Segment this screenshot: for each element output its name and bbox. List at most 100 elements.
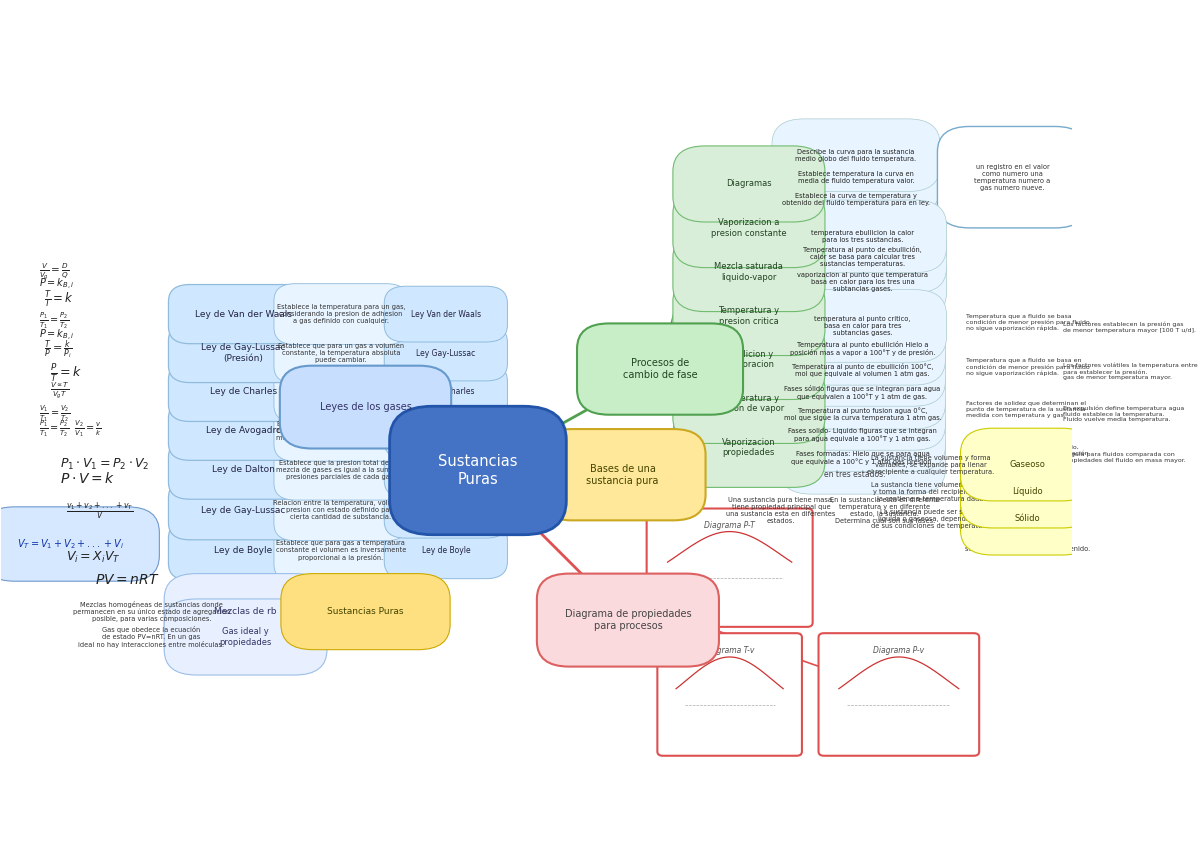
- FancyBboxPatch shape: [673, 320, 824, 399]
- Text: $\frac{T}{P} = \frac{k}{P_i}$: $\frac{T}{P} = \frac{k}{P_i}$: [44, 338, 72, 361]
- Text: Ley de Gay-Lussac: Ley de Gay-Lussac: [202, 505, 286, 515]
- Text: Ley de Avogadro: Ley de Avogadro: [205, 427, 281, 435]
- Text: Líquido: Líquido: [1012, 487, 1043, 496]
- FancyBboxPatch shape: [274, 521, 408, 581]
- Text: Diagrama T-v: Diagrama T-v: [704, 646, 755, 655]
- Text: Sustancias
Puras: Sustancias Puras: [438, 455, 517, 487]
- FancyBboxPatch shape: [647, 509, 812, 627]
- Text: $P = k_{B,i}$: $P = k_{B,i}$: [38, 327, 74, 343]
- FancyBboxPatch shape: [274, 322, 408, 383]
- Text: Establece que la presion total de una
mezcla de gases es igual a la suma de
pres: Establece que la presion total de una me…: [276, 460, 406, 480]
- Text: temperatura al punto critico,
basa en calor para tres
subtancias gases.: temperatura al punto critico, basa en ca…: [815, 316, 911, 336]
- Text: $\frac{V}{V_g} = \frac{D}{Q}$: $\frac{V}{V_g} = \frac{D}{Q}$: [38, 261, 70, 282]
- FancyBboxPatch shape: [673, 232, 824, 311]
- FancyBboxPatch shape: [168, 323, 318, 382]
- Text: Ley de Charles: Ley de Charles: [210, 388, 277, 396]
- Text: $V_i = X_i V_T$: $V_i = X_i V_T$: [66, 550, 120, 565]
- FancyBboxPatch shape: [536, 573, 719, 667]
- FancyBboxPatch shape: [384, 483, 508, 538]
- FancyBboxPatch shape: [280, 365, 451, 449]
- FancyBboxPatch shape: [540, 429, 706, 521]
- Text: Establece la temperatura para un gas,
considerando la presion de adhesion
a gas : Establece la temperatura para un gas, co…: [276, 304, 406, 324]
- Text: $P_1 \cdot V_1 = P_2 \cdot V_2$: $P_1 \cdot V_1 = P_2 \cdot V_2$: [60, 457, 150, 472]
- FancyBboxPatch shape: [168, 285, 318, 343]
- Text: Una sustancia puede ser
liquido en gas en masa o
solida la proporcional a su con: Una sustancia puede ser liquido en gas e…: [965, 533, 1090, 552]
- Text: Gaseoso: Gaseoso: [1009, 460, 1045, 469]
- Text: Establece que para un gas a volumen
constante, la temperatura absoluta
puede cam: Establece que para un gas a volumen cons…: [278, 343, 404, 363]
- FancyBboxPatch shape: [168, 522, 318, 580]
- Text: $P \cdot V = k$: $P \cdot V = k$: [60, 471, 115, 487]
- FancyBboxPatch shape: [780, 421, 946, 494]
- FancyBboxPatch shape: [780, 333, 946, 406]
- FancyBboxPatch shape: [673, 408, 824, 488]
- Text: Gas que obedece la ecuación
de estado PV=nRT. En un gas
ideal no hay interaccion: Gas que obedece la ecuación de estado PV…: [78, 626, 224, 648]
- Text: Procesos de
cambio de fase: Procesos de cambio de fase: [623, 358, 697, 380]
- FancyBboxPatch shape: [577, 323, 743, 415]
- Text: Mezclas de rb: Mezclas de rb: [215, 607, 277, 616]
- FancyBboxPatch shape: [168, 440, 318, 499]
- Text: un registro en el valor
como numero una
temperatura numero a
gas numero nueve.: un registro en el valor como numero una …: [974, 164, 1050, 191]
- FancyBboxPatch shape: [274, 400, 408, 461]
- Text: Factores de solidez que determinan el
punto de temperatura de la sustancia
medid: Factores de solidez que determinan el pu…: [966, 401, 1086, 418]
- Text: $V_T = V_1 + V_2 + ... + V_i$: $V_T = V_1 + V_2 + ... + V_i$: [18, 537, 125, 551]
- Text: Fases solido- Liquido figuras que se integran
para agua equivale a 100°T y 1 atm: Fases solido- Liquido figuras que se int…: [788, 428, 937, 442]
- FancyBboxPatch shape: [168, 362, 318, 421]
- Text: Ley Gay-Lussac: Ley Gay-Lussac: [416, 349, 475, 358]
- Text: Fases formadas: Hielo que se para agua
que equivale a 100°C y 1 atm gas presión.: Fases formadas: Hielo que se para agua q…: [791, 450, 934, 465]
- Text: Ley de Charles: Ley de Charles: [418, 388, 474, 396]
- Text: $\frac{P_1}{T_1} = \frac{P_2}{T_2}$: $\frac{P_1}{T_1} = \frac{P_2}{T_2}$: [38, 310, 68, 332]
- Text: Ley de Van der Waals: Ley de Van der Waals: [194, 310, 292, 319]
- Text: Sólido: Sólido: [1014, 514, 1040, 523]
- Text: En la sustancia esta en diferente
temperatura y en diferente
estado, la sustanci: En la sustancia esta en diferente temper…: [830, 497, 940, 524]
- Text: Establece que para un gas a presion y
temperatura constante la cantidad de
molec: Establece que para un gas a presion y te…: [276, 421, 406, 441]
- FancyBboxPatch shape: [0, 507, 160, 581]
- FancyBboxPatch shape: [673, 276, 824, 355]
- Text: Una sustancia pura tiene masa,
tiene propiedad principal que
una sustancia esta : Una sustancia pura tiene masa, tiene pro…: [726, 497, 835, 524]
- Text: Ley de Boyle: Ley de Boyle: [215, 546, 272, 555]
- Text: Establece temperatura la curva en
media de fluido temperatura valor.: Establece temperatura la curva en media …: [798, 170, 914, 184]
- FancyBboxPatch shape: [384, 325, 508, 381]
- Text: $\frac{T}{T} = k$: $\frac{T}{T} = k$: [44, 288, 74, 310]
- FancyBboxPatch shape: [772, 163, 940, 236]
- FancyBboxPatch shape: [779, 220, 947, 293]
- Text: Temperatura al punto de ebullición,
calor se basa para calcular tres
sustancias : Temperatura al punto de ebullición, calo…: [803, 246, 922, 267]
- Text: La sustancia tiene volumen variable
y toma la forma del recipiente que
la contie: La sustancia tiene volumen variable y to…: [870, 482, 991, 502]
- Text: vaporizacion al punto que temperatura
basa en calor para los tres una
subtancias: vaporizacion al punto que temperatura ba…: [797, 272, 928, 292]
- FancyBboxPatch shape: [779, 246, 947, 318]
- Text: Diagramas: Diagramas: [726, 180, 772, 188]
- Text: Temperatura que a fluido se basa
condición de menor presión para fluido
no sigue: Temperatura que a fluido se basa condici…: [966, 314, 1090, 332]
- Text: Diagrama de propiedades
para procesos: Diagrama de propiedades para procesos: [564, 610, 691, 631]
- Text: $\frac{V_1}{T_1} = \frac{V_2}{T_2}$: $\frac{V_1}{T_1} = \frac{V_2}{T_2}$: [38, 404, 70, 424]
- FancyBboxPatch shape: [779, 290, 947, 362]
- FancyBboxPatch shape: [384, 403, 508, 459]
- FancyBboxPatch shape: [274, 439, 408, 500]
- Text: Establece la curva de temperatura y
obtenido del fluido temperatura para en ley.: Establece la curva de temperatura y obte…: [782, 192, 930, 206]
- Text: Leyes de los gases: Leyes de los gases: [319, 402, 412, 412]
- FancyBboxPatch shape: [168, 481, 318, 540]
- FancyBboxPatch shape: [274, 361, 408, 422]
- Text: Los factores volátiles la temperatura entre
para establecer la presión.
gas de m: Los factores volátiles la temperatura en…: [1063, 363, 1198, 381]
- FancyBboxPatch shape: [673, 188, 824, 268]
- FancyBboxPatch shape: [390, 406, 566, 535]
- Text: Ley de Boyle: Ley de Boyle: [421, 546, 470, 555]
- FancyBboxPatch shape: [274, 480, 408, 541]
- Text: Temperatura al punto fusion agua 0°C,
mol que sigue la curva temperatura 1 atm g: Temperatura al punto fusion agua 0°C, mo…: [784, 407, 941, 421]
- Text: Relacion entre la temperatura, volumen,
presion con estado definido para
cierta : Relacion entre la temperatura, volumen, …: [274, 500, 409, 520]
- Text: Temperatura que a fluido se basa en
condición de menor presión para fluido
no si: Temperatura que a fluido se basa en cond…: [966, 359, 1090, 377]
- FancyBboxPatch shape: [780, 356, 946, 429]
- Text: Ley de Avogadro: Ley de Avogadro: [414, 427, 478, 435]
- FancyBboxPatch shape: [772, 141, 940, 214]
- Text: La sustancia puede existir en tres estados.: La sustancia puede existir en tres estad…: [721, 470, 886, 479]
- Text: temperatura ebullicion la calor
para los tres sustancias.: temperatura ebullicion la calor para los…: [811, 230, 914, 243]
- Text: $\frac{v_1 + v_2 + ... + v_T}{V}$: $\frac{v_1 + v_2 + ... + v_T}{V}$: [66, 500, 133, 522]
- FancyBboxPatch shape: [168, 401, 318, 460]
- FancyBboxPatch shape: [658, 633, 802, 756]
- Text: Ebullicion y
evaporacion: Ebullicion y evaporacion: [722, 350, 775, 370]
- Text: $\frac{P_1}{T_1} = \frac{P_2}{T_2}$  $\frac{V_2}{V_1} = \frac{v}{k}$: $\frac{P_1}{T_1} = \frac{P_2}{T_2}$ $\fr…: [38, 418, 102, 438]
- FancyBboxPatch shape: [780, 377, 946, 450]
- Text: Los factores establecen la presión gas
de menor temperatura mayor [100 T u/d].: Los factores establecen la presión gas d…: [1063, 322, 1195, 333]
- FancyBboxPatch shape: [772, 119, 940, 192]
- Text: Temperatura y
presion de vapor: Temperatura y presion de vapor: [713, 394, 785, 414]
- Text: Diagrama P-T: Diagrama P-T: [704, 522, 755, 530]
- Text: Presiones para solidificarse, líquido,
flujo y es para el punto de congelación
a: Presiones para solidificarse, líquido, f…: [966, 444, 1088, 463]
